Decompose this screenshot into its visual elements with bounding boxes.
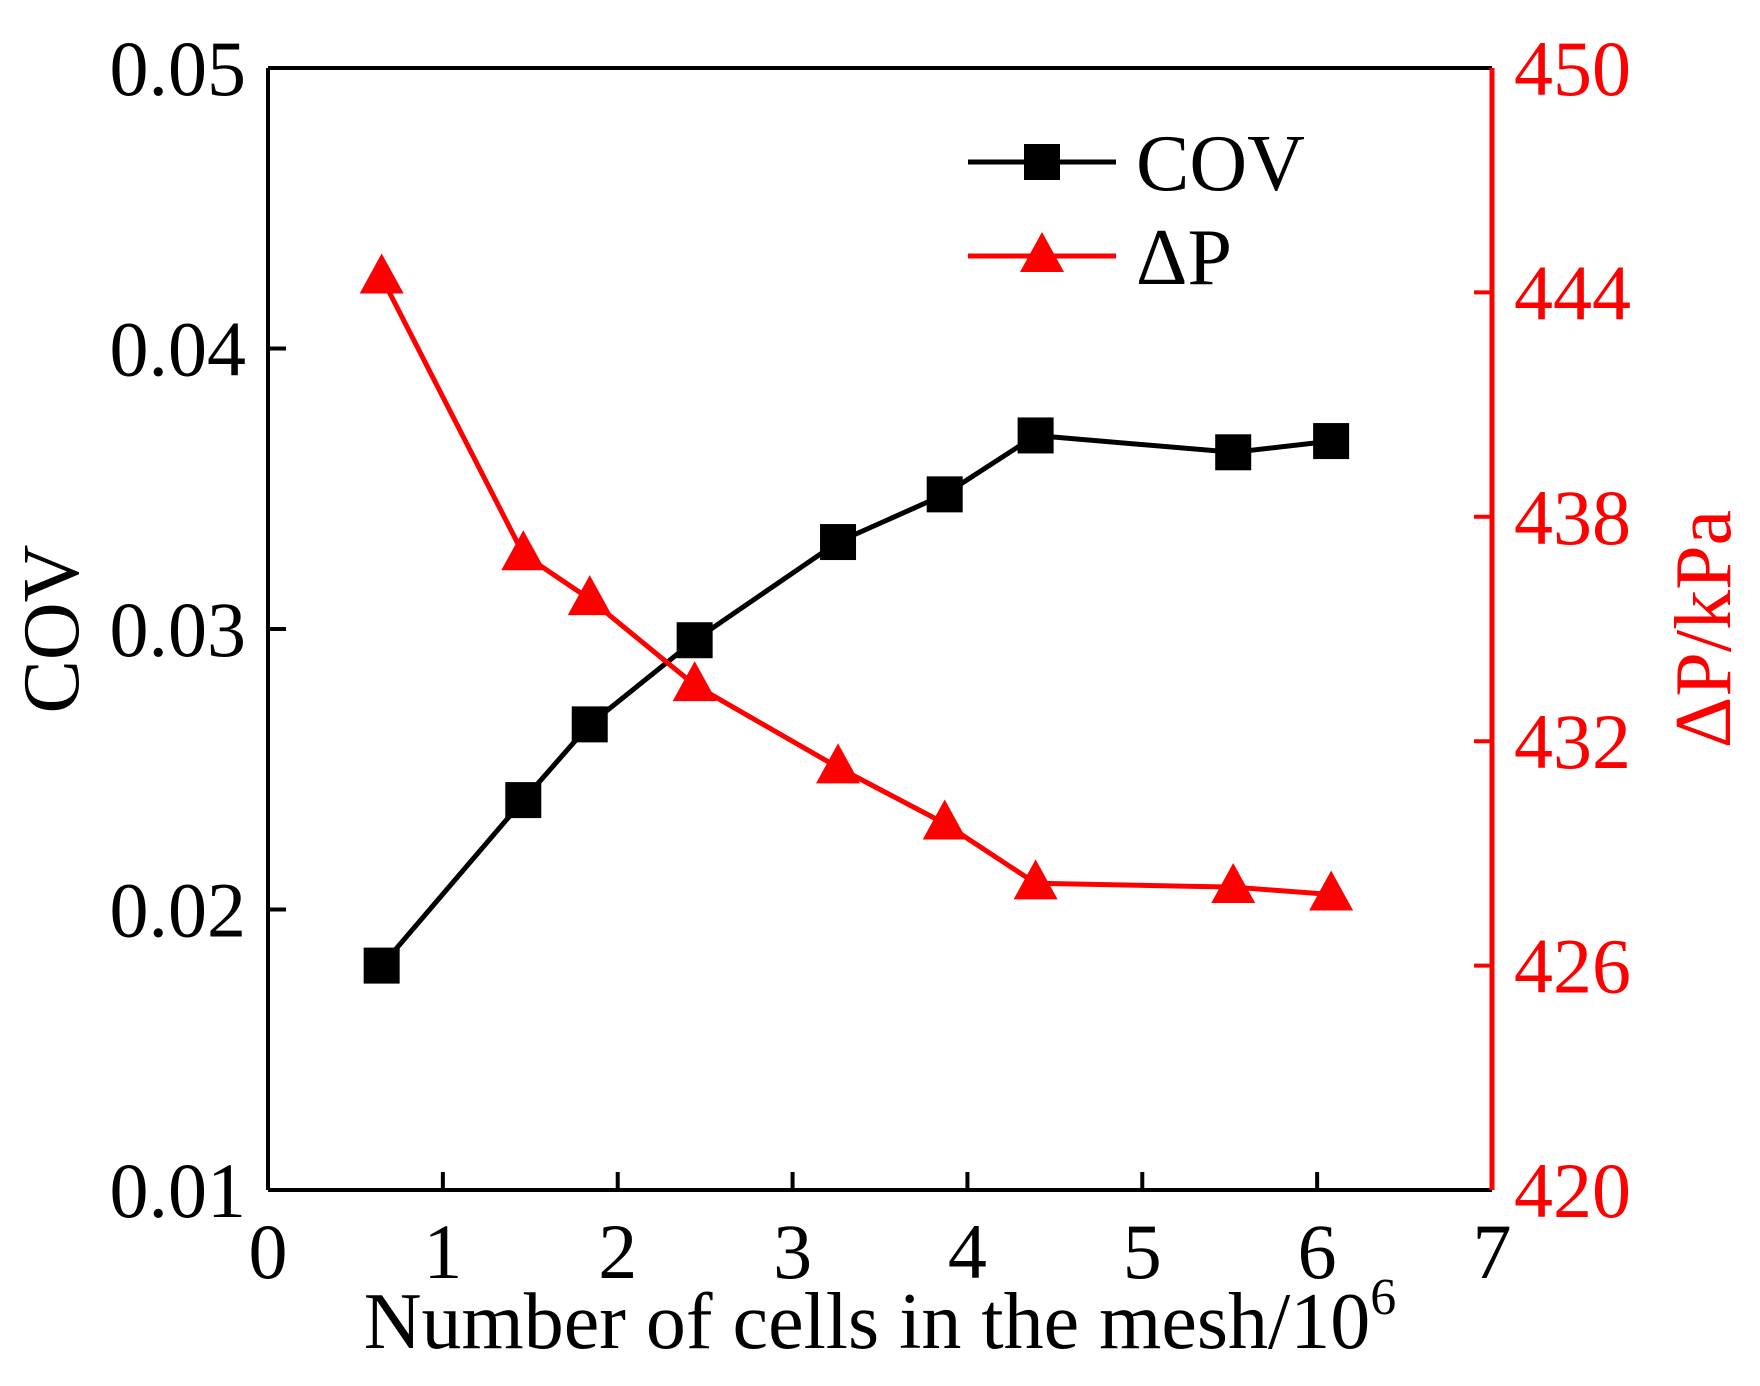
dp-point <box>567 575 612 616</box>
dp-point <box>1013 859 1058 900</box>
y-right-tick-label: 438 <box>1514 474 1631 561</box>
x-tick-label: 5 <box>1123 1208 1162 1295</box>
y-left-tick-label: 0.04 <box>110 306 247 393</box>
cov-point <box>820 524 857 561</box>
y-left-tick-label: 0.01 <box>110 1147 247 1234</box>
legend-triangle-marker <box>1020 232 1064 272</box>
legend-item: COV <box>968 120 1305 208</box>
y-right-tick-label: 450 <box>1514 25 1631 112</box>
legend-label: COV <box>1136 120 1305 208</box>
x-tick-label: 2 <box>598 1208 637 1295</box>
dp-point <box>359 253 404 294</box>
dp-point <box>816 743 861 784</box>
y-right-tick-label: 444 <box>1514 249 1631 336</box>
cov-point <box>363 947 400 984</box>
y-right-axis-title: ΔP/kPa <box>1660 510 1748 748</box>
frame-layer <box>266 66 1495 1192</box>
x-axis-title-text: Number of cells in the mesh/10 <box>364 1278 1370 1366</box>
cov-point <box>1017 417 1054 454</box>
legend-square-marker <box>1024 144 1060 180</box>
y-right-tick-label: 432 <box>1514 698 1631 785</box>
series-layer <box>359 253 1354 984</box>
dp-point <box>501 530 546 571</box>
legend-item: ΔP <box>968 214 1232 302</box>
dp-point <box>1211 863 1256 904</box>
y-left-tick-label: 0.05 <box>110 25 247 112</box>
cov-point <box>1313 423 1350 460</box>
labels-layer: 0 1 2 3 4 5 6 7 0.01 0.02 0.03 0.04 0.05 420 426 432 438… <box>8 25 1748 1366</box>
x-tick-label: 3 <box>773 1208 812 1295</box>
dp-point <box>1309 870 1354 911</box>
cov-point <box>571 706 608 743</box>
x-tick-label: 0 <box>249 1208 288 1295</box>
x-tick-label: 6 <box>1298 1208 1337 1295</box>
y-right-tick-label: 426 <box>1514 923 1631 1010</box>
x-axis-title: Number of cells in the mesh/106 <box>364 1269 1396 1366</box>
dp-point <box>922 799 967 840</box>
y-left-axis-title: COV <box>8 545 96 714</box>
cov-point <box>926 476 963 513</box>
y-left-tick-label: 0.03 <box>110 586 247 673</box>
y-right-tick-label: 420 <box>1514 1147 1631 1234</box>
x-tick-label: 1 <box>423 1208 462 1295</box>
cov-point <box>505 782 542 819</box>
cov-point <box>676 622 713 659</box>
dp-point <box>672 661 717 702</box>
cov-point <box>1215 434 1252 471</box>
x-tick-label: 7 <box>1473 1208 1512 1295</box>
x-axis-title-superscript: 6 <box>1370 1269 1396 1326</box>
legend-label: ΔP <box>1136 214 1232 302</box>
x-tick-label: 4 <box>948 1208 987 1295</box>
y-left-tick-label: 0.02 <box>110 867 247 954</box>
